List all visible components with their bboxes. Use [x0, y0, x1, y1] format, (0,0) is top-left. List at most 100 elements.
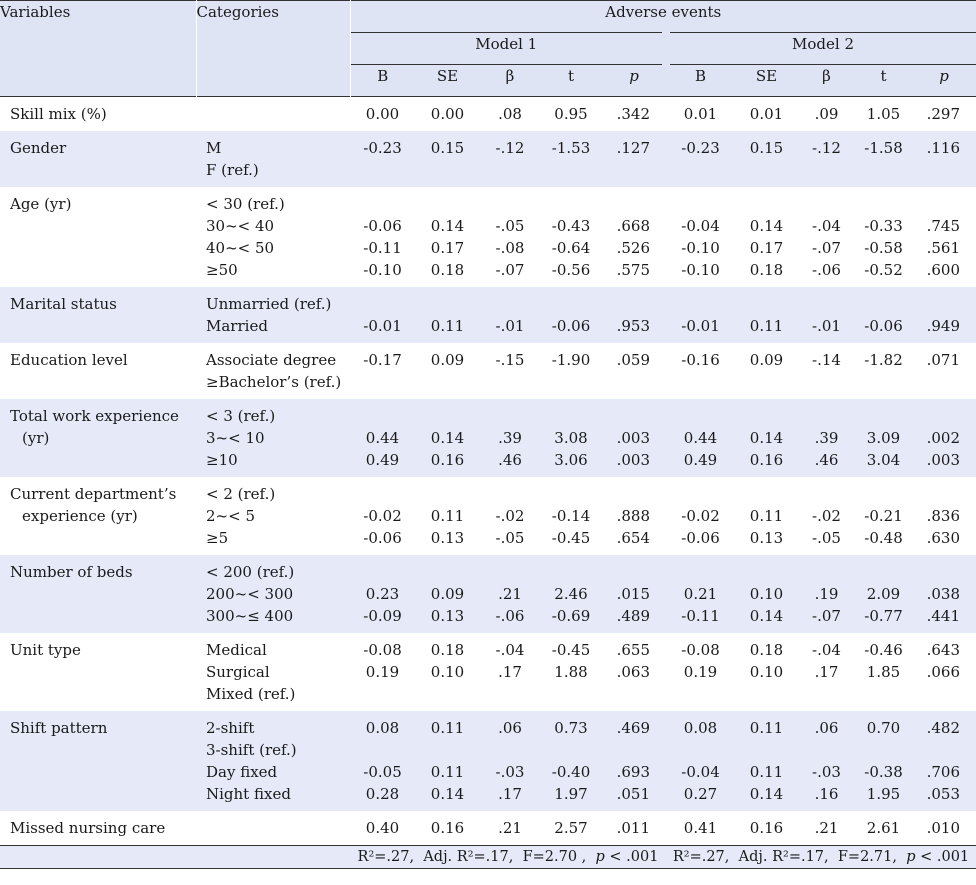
value [350, 483, 415, 505]
variable-label: experience (yr) [22, 507, 138, 525]
value [798, 483, 855, 505]
value [415, 159, 480, 181]
value: -0.01 [363, 317, 402, 335]
m1-t-cell: -0.06 [540, 287, 602, 343]
m2-b-cell: -0.08 0.19 [666, 633, 735, 711]
value: -0.45 [551, 641, 591, 659]
m2-p-cell: .949 [912, 287, 976, 343]
m2-se-cell: 0.10 0.14 [735, 555, 798, 633]
m2-beta-cell: -.12 [798, 131, 855, 187]
m1-p-cell: .668 .526 .575 [602, 187, 666, 287]
value: -0.04 [681, 217, 720, 235]
value [602, 405, 650, 427]
value [666, 561, 735, 583]
value [666, 159, 735, 181]
m1-beta-cell: .08 [480, 96, 540, 131]
value: 0.17 [749, 239, 784, 257]
value: 1.88 [554, 663, 588, 681]
value: .745 [926, 217, 961, 235]
value [602, 371, 650, 393]
value: 0.09 [430, 351, 465, 369]
variable-cell: Unit type [0, 633, 196, 711]
category-label: Associate degree [206, 351, 337, 369]
m2-beta-cell: .39.46 [798, 399, 855, 477]
variable-label: Education level [10, 351, 128, 369]
value: 0.18 [430, 641, 465, 659]
value: -0.09 [363, 607, 402, 625]
m2-beta-cell: -.02 -.05 [798, 477, 855, 555]
value [735, 193, 798, 215]
variable-label: Number of beds [10, 563, 133, 581]
value: .836 [926, 507, 961, 525]
m2-t-cell: 2.09 -0.77 [855, 555, 912, 633]
m2-t-cell: 2.61 [855, 811, 912, 846]
value: .09 [814, 105, 839, 123]
value: 0.18 [749, 641, 784, 659]
value: -0.10 [681, 239, 720, 257]
value [798, 561, 855, 583]
m2-p-cell: .836 .630 [912, 477, 976, 555]
value: 0.11 [749, 719, 784, 737]
value [798, 159, 855, 181]
value: .575 [616, 261, 650, 279]
category-label: Day fixed [206, 763, 278, 781]
value: .127 [616, 139, 650, 157]
variable-cell: Skill mix (%) [0, 96, 196, 131]
value: .46 [498, 451, 522, 469]
m1-b-cell: 0.23 -0.09 [350, 555, 415, 633]
m1-se-cell: 0.09 [415, 343, 480, 399]
m2-t-cell: -1.58 [855, 131, 912, 187]
value: -0.05 [363, 763, 402, 781]
value: 0.11 [430, 507, 465, 525]
value: -.02 [812, 507, 841, 525]
model-2-fit: R²=.27, Adj. R²=.17, F=2.71, p < .001 [666, 845, 976, 869]
m2-se-cell: 0.18 0.10 [735, 633, 798, 711]
header-categories: Categories [196, 0, 351, 97]
m2-t-cell: -1.82 [855, 343, 912, 399]
value: 0.11 [430, 317, 465, 335]
category-label: ≥5 [206, 529, 229, 547]
col-p: p [912, 64, 976, 97]
table-row: Total work experience (yr) < 3 (ref.) 3~< 1… [0, 399, 976, 477]
m2-b-cell: -0.02 -0.06 [666, 477, 735, 555]
variable-label: Shift pattern [10, 719, 108, 737]
value [912, 159, 960, 181]
value: .21 [498, 585, 522, 603]
value: .600 [926, 261, 961, 279]
value: -0.77 [864, 607, 903, 625]
m2-t-cell: 3.09 3.04 [855, 399, 912, 477]
value: -0.02 [681, 507, 720, 525]
category-label: 2~< 5 [206, 507, 255, 525]
m1-p-cell: .342 [602, 96, 666, 131]
value: -.04 [812, 217, 841, 235]
value: .953 [616, 317, 650, 335]
value: .003 [616, 451, 650, 469]
value [540, 371, 602, 393]
value: 1.05 [866, 105, 901, 123]
value: .342 [616, 105, 650, 123]
m1-beta-cell: -.02 -.05 [480, 477, 540, 555]
variable-cell: Gender [0, 131, 196, 187]
m2-beta-cell: -.04 .17 [798, 633, 855, 711]
value [415, 739, 480, 761]
table-row: Marital status Unmarried (ref.) Married -0.… [0, 287, 976, 343]
value: 0.11 [430, 719, 465, 737]
m1-beta-cell: .06 -.03 .17 [480, 711, 540, 811]
variable-label: Unit type [10, 641, 81, 659]
value: -.07 [812, 607, 841, 625]
value: .469 [616, 719, 650, 737]
variable-cell: Shift pattern [0, 711, 196, 811]
value [666, 293, 735, 315]
value: .003 [616, 429, 650, 447]
m1-se-cell: 0.14 0.17 0.18 [415, 187, 480, 287]
value: -0.06 [363, 217, 402, 235]
value: -0.08 [681, 641, 720, 659]
value [480, 561, 540, 583]
value: 0.09 [430, 585, 465, 603]
value [855, 371, 912, 393]
m1-b-cell: -0.08 0.19 [350, 633, 415, 711]
value: .643 [926, 641, 961, 659]
m1-beta-cell: -.05 -.08 -.07 [480, 187, 540, 287]
value [602, 293, 650, 315]
value: -.02 [495, 507, 525, 525]
